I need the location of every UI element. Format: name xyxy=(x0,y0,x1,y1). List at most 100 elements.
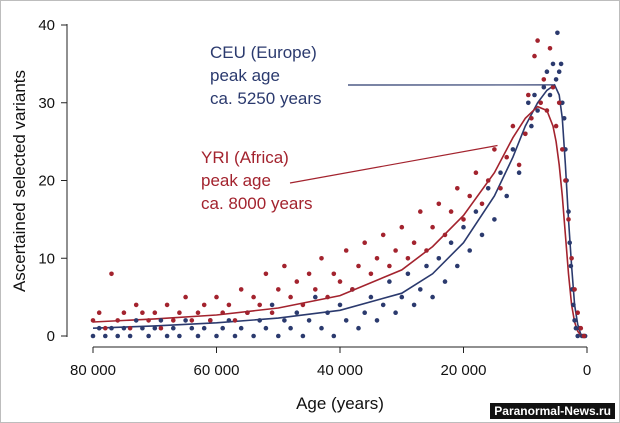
point-ceu xyxy=(526,100,531,106)
point-yri xyxy=(566,217,571,222)
point-ceu xyxy=(399,294,405,300)
point-ceu xyxy=(294,310,300,316)
annotation-pointer xyxy=(289,144,498,184)
point-ceu xyxy=(547,92,553,98)
point-yri xyxy=(380,232,386,238)
point-yri xyxy=(90,318,96,323)
point-ceu xyxy=(411,302,417,308)
point-ceu xyxy=(331,333,337,339)
point-ceu xyxy=(103,333,108,339)
point-ceu xyxy=(393,310,398,316)
point-yri xyxy=(485,178,491,183)
point-yri xyxy=(300,302,306,308)
point-yri xyxy=(547,46,553,51)
point-yri xyxy=(523,131,528,137)
point-ceu xyxy=(282,318,287,323)
point-yri xyxy=(325,294,330,300)
point-yri xyxy=(411,240,417,245)
point-ceu xyxy=(510,147,516,152)
point-ceu xyxy=(461,224,466,230)
point-yri xyxy=(473,170,479,175)
point-yri xyxy=(96,310,102,316)
annotations: CEU (Europe) peak age ca. 5250 years YRI (A… xyxy=(201,43,555,213)
point-yri xyxy=(232,318,238,323)
point-ceu xyxy=(183,318,188,323)
point-yri xyxy=(263,271,269,277)
point-ceu xyxy=(300,333,306,339)
point-ceu xyxy=(544,69,550,74)
point-ceu xyxy=(276,333,281,339)
ticks: 0 10 20 30 40 80 000 60 000 40 000 20 000 0 xyxy=(38,17,591,379)
point-yri xyxy=(430,224,435,230)
y-tick-label: 0 xyxy=(47,328,55,345)
point-ceu xyxy=(473,209,479,214)
point-ceu xyxy=(263,325,269,331)
point-ceu xyxy=(558,61,564,67)
point-yri xyxy=(201,302,207,308)
point-ceu xyxy=(337,302,343,308)
point-yri xyxy=(504,154,510,160)
point-ceu xyxy=(455,263,460,269)
point-ceu xyxy=(232,333,238,339)
point-yri xyxy=(164,302,170,308)
y-tick-label: 30 xyxy=(38,95,55,112)
point-yri xyxy=(436,201,442,207)
point-yri xyxy=(343,248,349,253)
point-ceu xyxy=(96,325,102,331)
point-ceu xyxy=(492,217,497,222)
point-ceu xyxy=(424,263,429,269)
point-ceu xyxy=(189,325,195,331)
point-ceu xyxy=(479,232,485,238)
point-yri xyxy=(572,287,577,292)
point-yri xyxy=(158,325,164,331)
point-ceu xyxy=(405,271,411,277)
point-yri xyxy=(492,147,497,152)
point-yri xyxy=(319,255,324,261)
point-yri xyxy=(374,255,380,261)
x-tick-label: 80 000 xyxy=(70,362,116,379)
point-yri xyxy=(541,77,547,82)
point-yri xyxy=(455,186,460,191)
point-ceu xyxy=(238,325,244,331)
point-yri xyxy=(424,248,429,253)
annotation-line: ca. 5250 years xyxy=(210,89,322,108)
point-ceu xyxy=(133,318,139,323)
point-yri xyxy=(171,318,176,323)
point-ceu xyxy=(380,302,386,308)
x-tick-label: 20 000 xyxy=(441,362,487,379)
x-tick-label: 0 xyxy=(583,362,591,379)
point-yri xyxy=(461,217,466,222)
point-ceu xyxy=(553,77,559,82)
point-yri xyxy=(556,100,562,106)
point-yri xyxy=(337,279,343,284)
annotation-line: peak age xyxy=(201,171,271,190)
point-yri xyxy=(479,201,485,207)
point-ceu xyxy=(313,294,318,300)
point-ceu xyxy=(306,318,312,323)
point-ceu xyxy=(319,325,324,331)
point-yri xyxy=(418,209,423,214)
point-yri xyxy=(109,271,114,277)
point-ceu xyxy=(568,263,574,269)
point-ceu xyxy=(561,116,567,121)
point-yri xyxy=(362,240,368,245)
point-yri xyxy=(356,263,361,269)
point-ceu xyxy=(448,240,454,245)
point-ceu xyxy=(140,325,145,331)
point-yri xyxy=(276,287,281,292)
point-ceu xyxy=(467,248,473,253)
point-ceu xyxy=(325,310,330,316)
point-yri xyxy=(393,248,398,253)
fit-curve-ceu xyxy=(92,83,588,337)
point-yri xyxy=(226,302,232,308)
point-yri xyxy=(214,294,219,300)
point-ceu xyxy=(90,333,96,339)
point-yri xyxy=(183,294,188,300)
point-ceu xyxy=(575,333,580,339)
point-ceu xyxy=(567,240,572,245)
point-ceu xyxy=(171,325,176,331)
point-ceu xyxy=(195,333,201,339)
point-ceu xyxy=(362,310,368,316)
